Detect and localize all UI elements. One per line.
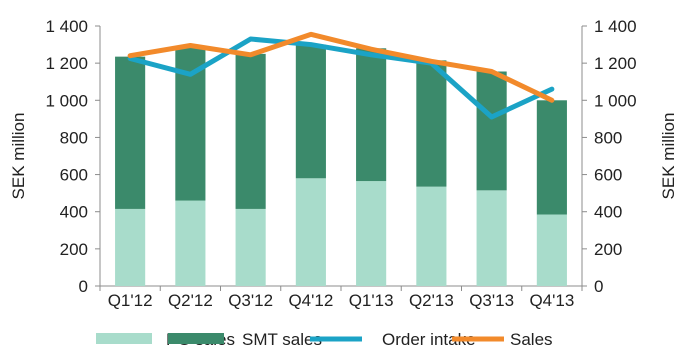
line-sales xyxy=(127,31,555,103)
axes xyxy=(95,25,587,291)
y-tick-label-left: 1 000 xyxy=(45,91,88,110)
bar-smt-sales xyxy=(235,53,266,209)
bar-pg-sales xyxy=(356,181,387,286)
bar-smt-sales xyxy=(115,56,146,209)
y-tick-label-right: 600 xyxy=(594,166,622,185)
x-tick-label: Q4'12 xyxy=(288,291,333,310)
y-tick-label-left: 0 xyxy=(79,277,88,296)
y-tick-label-right: 1 400 xyxy=(594,17,637,36)
right-axis-ticks: 0 200 400 600 800 1 000 1 200 1 400 xyxy=(594,17,637,296)
bar-smt-sales xyxy=(416,60,447,187)
bar-smt-sales xyxy=(356,48,387,182)
legend-label: Order intake xyxy=(382,330,476,349)
x-axis-ticks: Q1'12 Q2'12 Q3'12 Q4'12 Q1'13 Q2'13 Q3'13 Q4'13 xyxy=(108,291,575,310)
bar-pg-sales xyxy=(235,208,266,286)
y-tick-label-left: 400 xyxy=(60,203,88,222)
y-tick-label-right: 800 xyxy=(594,128,622,147)
y-tick-label-left: 800 xyxy=(60,128,88,147)
bar-pg-sales xyxy=(115,208,146,286)
left-axis-ticks: 0 200 400 600 800 1 000 1 200 1 400 xyxy=(45,17,88,296)
y-tick-label-right: 200 xyxy=(594,240,622,259)
x-tick-label: Q2'12 xyxy=(168,291,213,310)
left-axis-title-text: SEK million xyxy=(9,113,28,200)
x-tick-label: Q4'13 xyxy=(529,291,574,310)
legend-label: Sales xyxy=(510,330,553,349)
y-tick-label-right: 1 000 xyxy=(594,91,637,110)
bar-pg-sales xyxy=(416,186,447,286)
bar-smt-sales xyxy=(536,100,567,215)
bar-pg-sales xyxy=(295,178,326,286)
x-tick-label: Q2'13 xyxy=(409,291,454,310)
bar-pg-sales xyxy=(536,214,567,286)
legend-item: Sales xyxy=(452,330,553,349)
legend-item: Order intake xyxy=(310,330,476,349)
y-tick-label-right: 1 200 xyxy=(594,54,637,73)
legend-label: SMT sales xyxy=(242,330,322,349)
right-axis-title-text: SEK million xyxy=(659,113,678,200)
right-axis-title: SEK million xyxy=(659,113,678,200)
x-tick-label: Q1'13 xyxy=(349,291,394,310)
legend-item: SMT sales xyxy=(168,330,322,349)
y-tick-label-left: 600 xyxy=(60,166,88,185)
x-tick-label: Q1'12 xyxy=(108,291,153,310)
y-tick-label-left: 1 200 xyxy=(45,54,88,73)
bar-smt-sales xyxy=(295,44,326,179)
x-tick-label: Q3'12 xyxy=(228,291,273,310)
bar-pg-sales xyxy=(175,200,206,286)
y-tick-label-right: 400 xyxy=(594,203,622,222)
y-tick-label-right: 0 xyxy=(594,277,603,296)
line-order-intake xyxy=(127,36,555,120)
bar-pg-sales xyxy=(476,190,507,286)
lines xyxy=(127,31,555,120)
bars xyxy=(115,44,567,286)
x-tick-label: Q3'13 xyxy=(469,291,514,310)
left-axis-title: SEK million xyxy=(9,113,28,200)
legend-swatch xyxy=(168,333,224,344)
legend-swatch xyxy=(96,333,152,344)
y-tick-label-left: 1 400 xyxy=(45,17,88,36)
bar-smt-sales xyxy=(476,71,507,191)
y-tick-label-left: 200 xyxy=(60,240,88,259)
